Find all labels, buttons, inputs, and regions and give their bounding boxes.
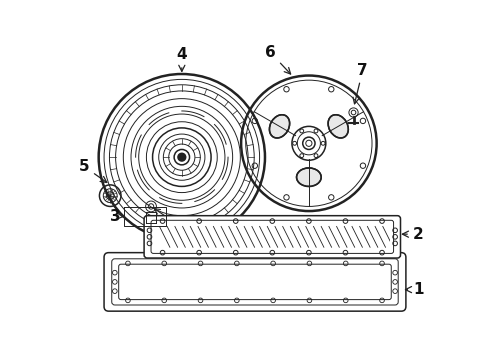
Text: 1: 1 xyxy=(405,282,423,297)
FancyBboxPatch shape xyxy=(151,220,393,253)
FancyBboxPatch shape xyxy=(112,259,398,305)
Ellipse shape xyxy=(296,168,321,186)
FancyBboxPatch shape xyxy=(119,264,392,300)
Ellipse shape xyxy=(270,115,290,138)
FancyBboxPatch shape xyxy=(104,253,406,311)
Text: 4: 4 xyxy=(176,47,187,71)
Circle shape xyxy=(178,153,186,161)
Text: 6: 6 xyxy=(265,45,291,74)
Text: 7: 7 xyxy=(353,63,368,104)
FancyBboxPatch shape xyxy=(144,216,400,258)
Ellipse shape xyxy=(328,115,348,138)
Text: 5: 5 xyxy=(79,159,107,183)
Text: 2: 2 xyxy=(402,227,423,242)
Text: 3: 3 xyxy=(110,209,120,224)
